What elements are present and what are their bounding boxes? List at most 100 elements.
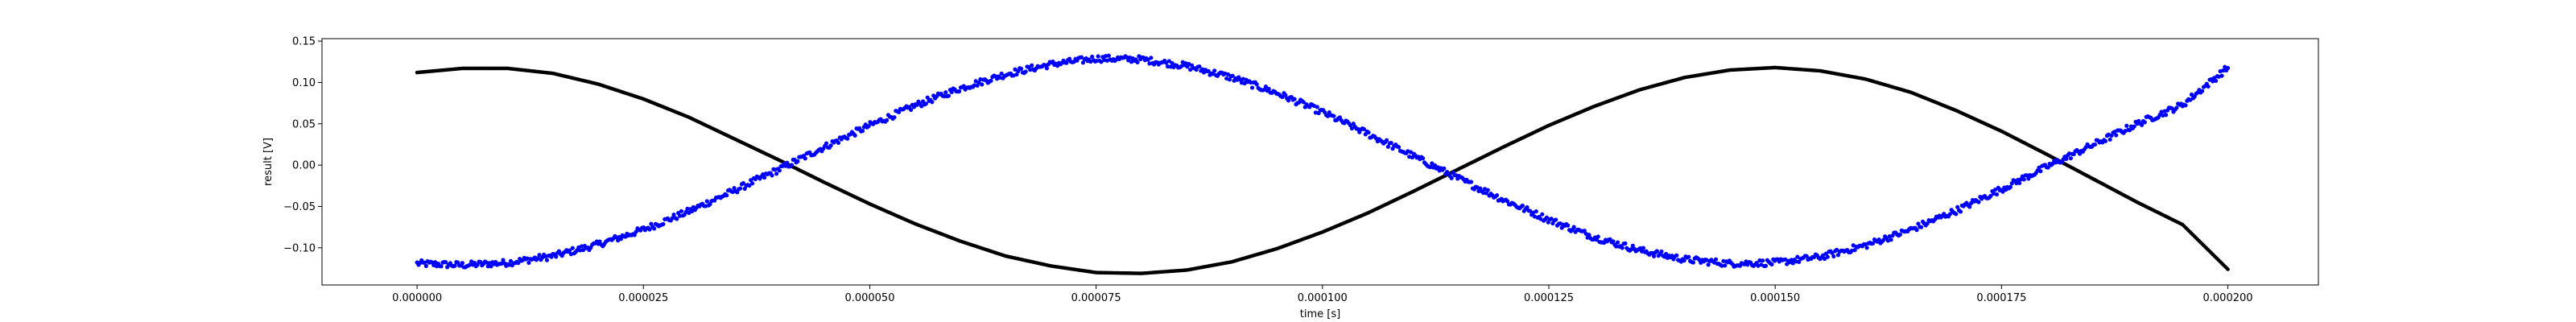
data-point: [1723, 263, 1728, 268]
data-point: [845, 136, 850, 141]
y-tick-label: 0.15: [292, 36, 316, 48]
x-tick-label: 0.000175: [1976, 292, 2026, 304]
data-point: [957, 89, 962, 94]
data-point: [570, 246, 575, 250]
data-point: [2038, 169, 2043, 174]
data-point: [1505, 199, 1510, 204]
data-point: [1611, 239, 1616, 244]
data-point: [1825, 254, 1830, 259]
data-point: [2021, 177, 2026, 182]
data-point: [866, 124, 871, 129]
data-point: [2213, 78, 2219, 83]
data-point: [770, 173, 774, 178]
data-point: [1263, 85, 1269, 89]
data-point: [1266, 86, 1271, 92]
data-point: [2183, 103, 2188, 108]
data-point: [2127, 128, 2132, 133]
data-point: [1835, 253, 1841, 258]
data-point: [1830, 250, 1835, 255]
data-point: [923, 101, 928, 106]
data-point: [1525, 204, 1530, 210]
data-point: [824, 141, 829, 146]
data-point: [452, 263, 457, 268]
data-point: [2164, 113, 2169, 118]
data-point: [1587, 233, 1591, 237]
data-point: [1571, 225, 1576, 229]
data-point: [1013, 67, 1018, 72]
data-point: [708, 201, 712, 207]
data-point: [652, 226, 657, 231]
data-point: [1361, 126, 1366, 132]
y-axis-label: result [V]: [262, 138, 275, 186]
data-point: [2107, 137, 2112, 142]
series-2: [415, 53, 2231, 270]
data-point: [1028, 68, 1033, 72]
data-point: [444, 260, 448, 265]
data-point: [679, 208, 684, 213]
data-point: [1166, 59, 1171, 64]
data-point: [2017, 180, 2022, 185]
data-point: [852, 133, 857, 138]
data-point: [1485, 188, 1490, 192]
data-point: [2132, 124, 2136, 129]
x-tick-label: 0.000125: [1524, 292, 1574, 304]
data-point: [943, 90, 948, 95]
data-point: [554, 254, 559, 259]
data-point: [795, 159, 800, 164]
data-point: [1686, 254, 1691, 259]
data-point: [2064, 156, 2069, 161]
data-point: [976, 80, 981, 85]
data-point: [1254, 82, 1259, 87]
data-point: [1366, 130, 1371, 135]
data-point: [2139, 122, 2145, 127]
data-point: [1596, 234, 1600, 239]
data-point: [489, 264, 493, 269]
data-point: [1249, 80, 1253, 85]
series-layer: [415, 53, 2231, 275]
data-point: [1420, 156, 1426, 161]
data-point: [1566, 223, 1571, 228]
data-point: [1146, 57, 1150, 62]
data-point: [2000, 189, 2005, 194]
data-point: [1147, 61, 1152, 66]
x-axis: 0.000000 0.000025 0.000050 0.000075 0.000100…: [392, 285, 2253, 304]
data-point: [836, 140, 841, 146]
data-point: [1795, 254, 1800, 259]
data-point: [1170, 60, 1174, 66]
data-point: [1823, 251, 1829, 256]
data-point: [567, 248, 572, 253]
data-point: [614, 235, 619, 240]
data-point: [999, 71, 1004, 76]
data-point: [1954, 212, 1959, 217]
data-point: [1227, 77, 1232, 82]
x-tick-label: 0.000075: [1071, 292, 1121, 304]
data-point: [516, 261, 521, 266]
data-point: [1919, 225, 1924, 229]
data-point: [1690, 260, 1695, 265]
data-point: [1315, 105, 1319, 109]
data-point: [1430, 161, 1435, 166]
y-axis: −0.10 −0.05 0.00 0.05 0.10 0.15: [283, 36, 322, 254]
data-point: [1614, 244, 1619, 249]
y-tick-label: 0.00: [292, 160, 316, 172]
x-tick-label: 0.000200: [2203, 292, 2253, 304]
data-point: [1520, 203, 1525, 208]
data-point: [1719, 263, 1724, 268]
data-point: [1871, 241, 1876, 246]
data-point: [946, 93, 952, 98]
data-point: [1706, 262, 1711, 267]
data-point: [1916, 221, 1921, 226]
data-point: [1889, 237, 1893, 242]
data-point: [1615, 240, 1620, 245]
data-point: [1442, 166, 1447, 171]
data-point: [2025, 173, 2029, 178]
data-point: [1494, 192, 1500, 198]
data-point: [1852, 248, 1857, 253]
data-point: [1410, 155, 1415, 160]
data-point: [597, 239, 602, 244]
data-point: [1955, 204, 1960, 209]
data-point: [1967, 204, 1972, 209]
data-point: [647, 227, 652, 232]
